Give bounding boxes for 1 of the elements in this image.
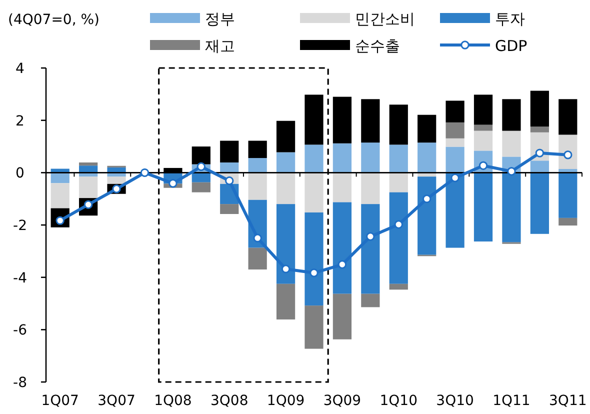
ylabel: (4Q07=0, %) <box>8 12 100 28</box>
